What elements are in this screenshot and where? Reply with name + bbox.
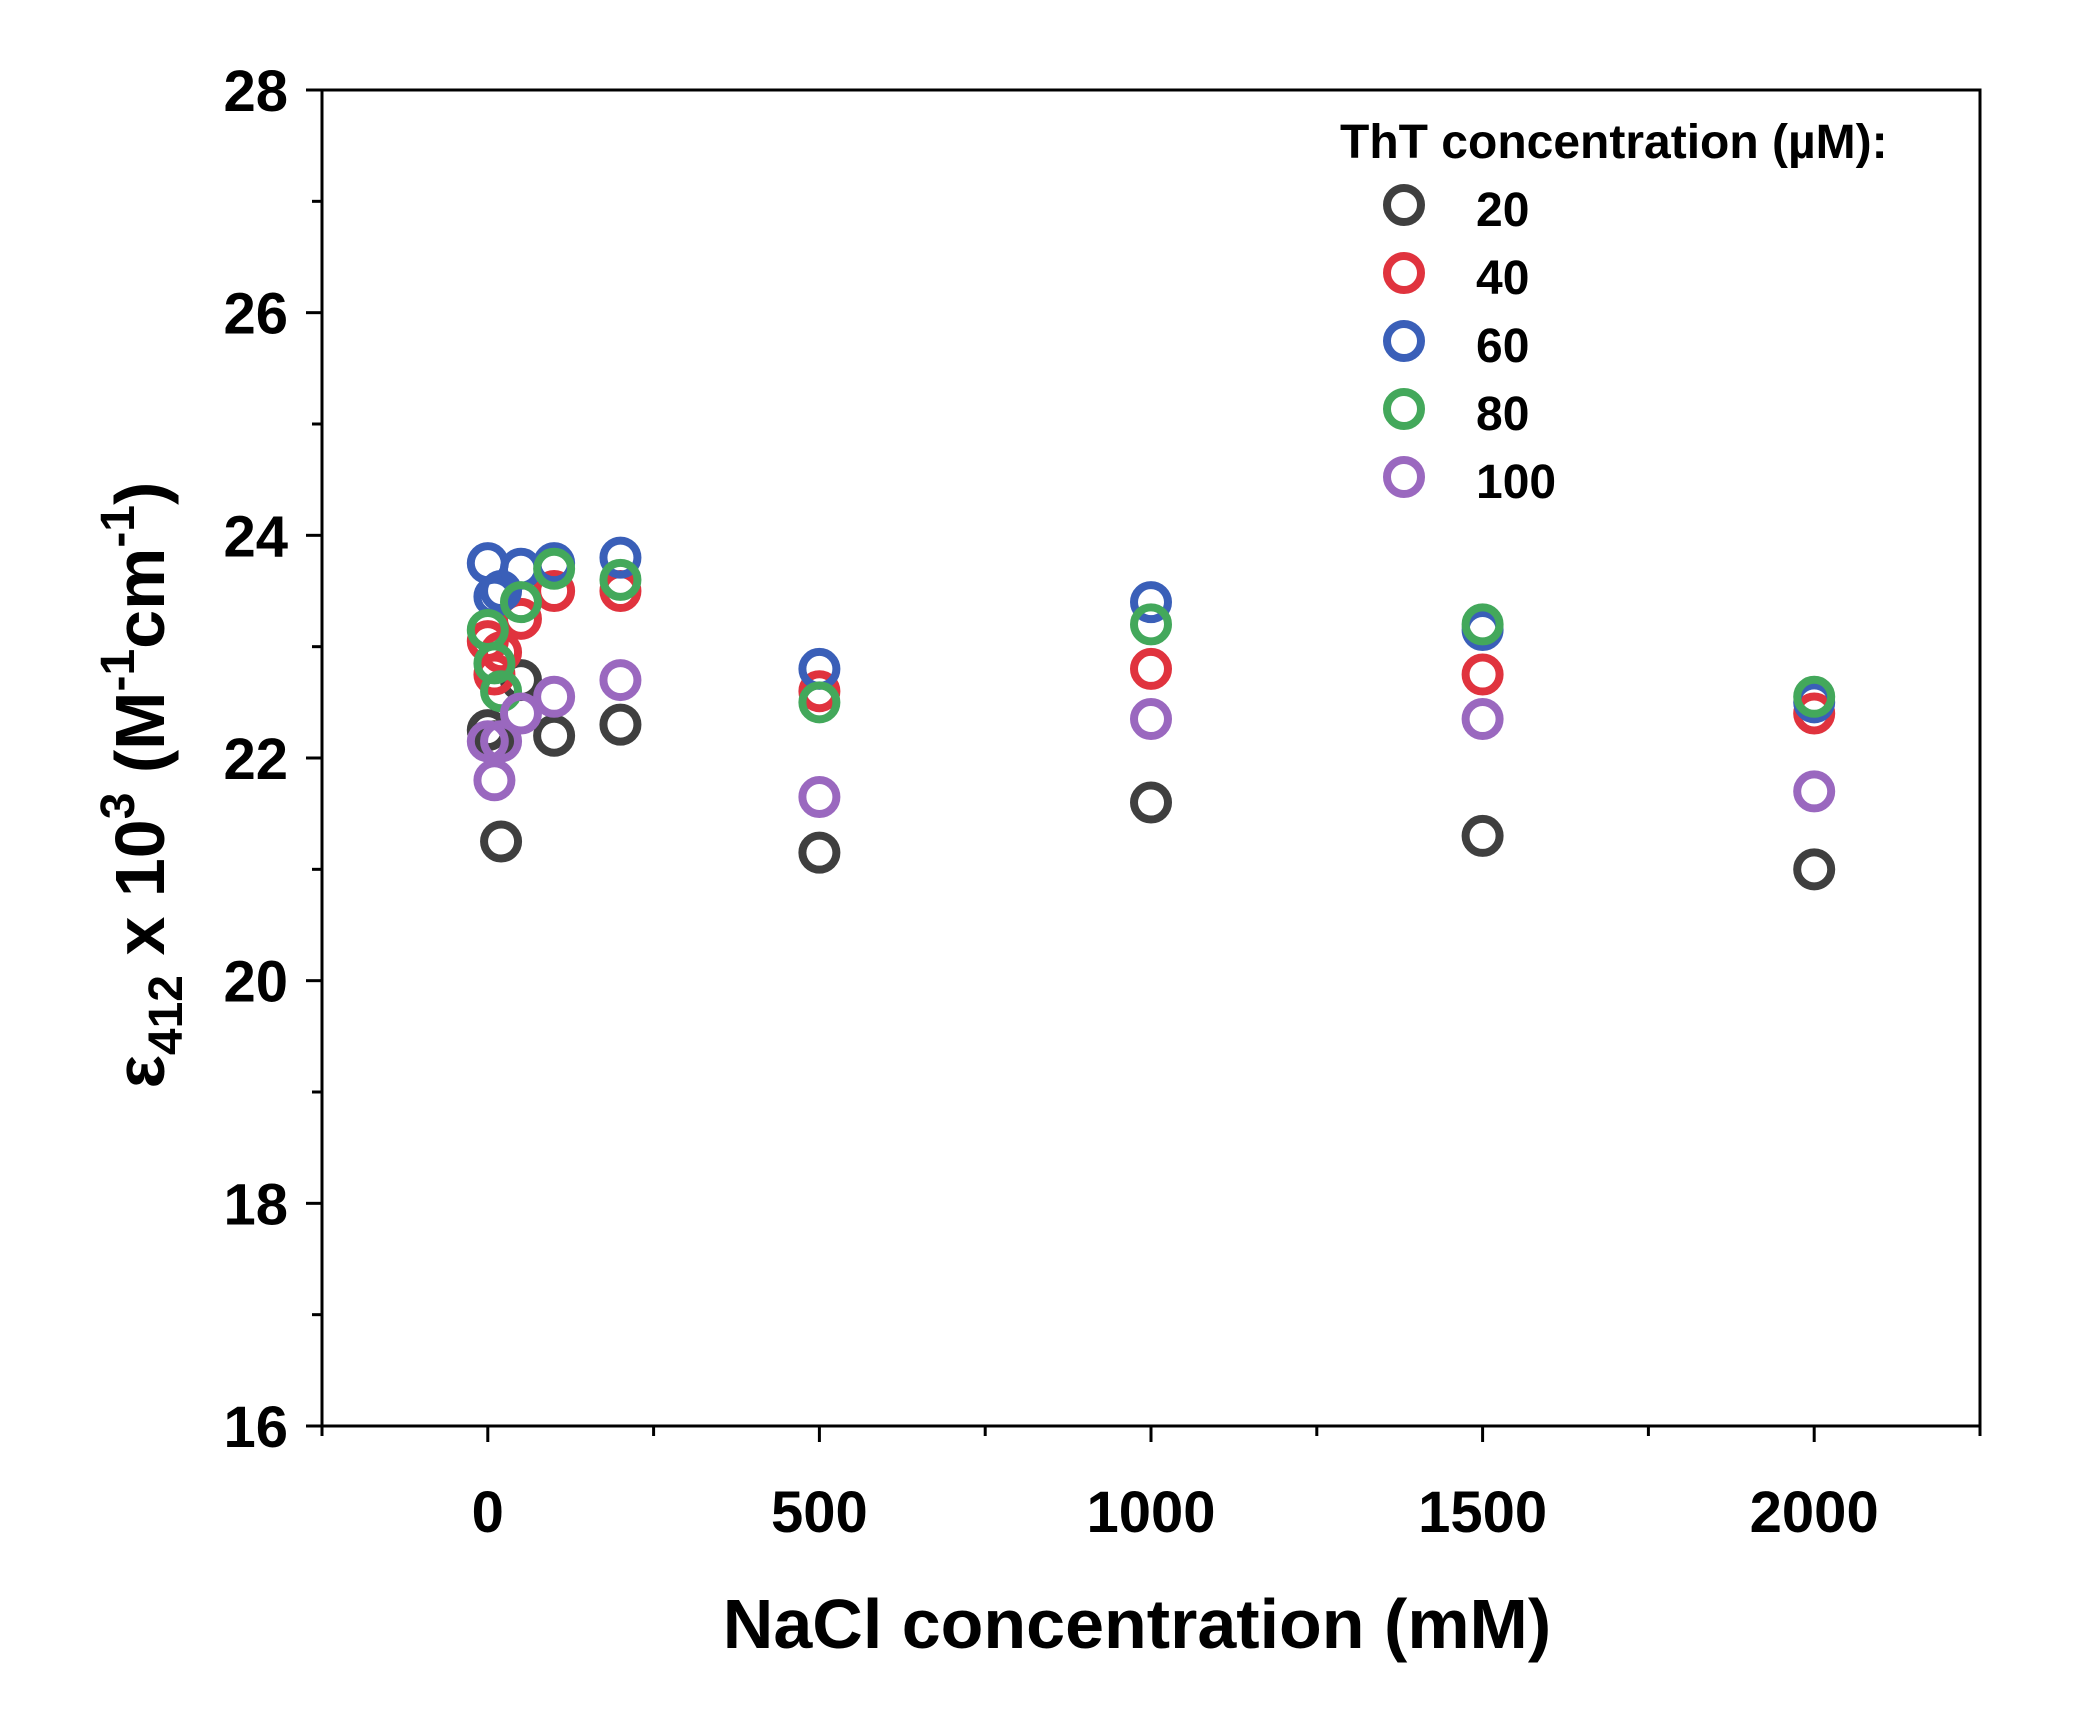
- data-point: [1461, 814, 1504, 857]
- y-tick-labels: 16 18 20 22 24 26 28: [223, 59, 288, 1460]
- data-point: [1130, 698, 1172, 741]
- legend-marker: [1383, 252, 1425, 294]
- y-title-multiplier: x 10: [101, 819, 179, 975]
- y-title-exponent: 3: [92, 793, 145, 820]
- svg-text:ε412 x 103 (M-1cm-1): ε412 x 103 (M-1cm-1): [92, 482, 193, 1089]
- data-point: [473, 759, 516, 802]
- data-point: [798, 775, 841, 818]
- data-point: [499, 692, 542, 735]
- data-point: [599, 703, 642, 746]
- data-point: [1461, 653, 1504, 696]
- y-title-unit-close: ): [101, 482, 179, 505]
- legend-marker: [1383, 320, 1425, 362]
- minor-ticks: [312, 199, 1982, 1436]
- data-point: [1793, 848, 1836, 891]
- data-point: [480, 820, 523, 863]
- data-point: [599, 558, 642, 601]
- data-point: [599, 536, 642, 579]
- x-tick-label: 1500: [1418, 1480, 1547, 1545]
- series-100: [466, 659, 1836, 818]
- y-tick-label: 28: [223, 59, 288, 124]
- y-tick-label: 26: [223, 282, 288, 347]
- series-20: [466, 659, 1836, 891]
- data-point: [499, 581, 542, 624]
- legend-marker: [1383, 388, 1425, 430]
- data-point: [1130, 603, 1172, 646]
- data-point: [599, 659, 642, 702]
- y-tick-label: 20: [223, 950, 288, 1015]
- data-point: [1793, 675, 1836, 718]
- y-title-unit-open: (M: [101, 692, 179, 793]
- y-tick-label: 16: [223, 1395, 288, 1460]
- legend: ThT concentration (µM): 20 40 60 80 100: [1340, 116, 1888, 509]
- x-tick-label: 500: [771, 1480, 868, 1545]
- data-point: [1793, 770, 1836, 813]
- legend-label: 40: [1476, 252, 1529, 305]
- y-tick-label: 24: [223, 504, 288, 569]
- data-point: [1130, 781, 1172, 824]
- series-80: [466, 547, 1836, 724]
- x-axis-title: NaCl concentration (mM): [723, 1585, 1551, 1663]
- data-point: [466, 720, 509, 763]
- data-point: [798, 681, 841, 724]
- data-point: [533, 675, 576, 718]
- data-points: [466, 536, 1836, 891]
- y-title-unit-sup2: -1: [92, 505, 145, 548]
- data-point: [1130, 581, 1172, 624]
- data-point: [473, 642, 516, 685]
- y-title-unit-sup1: -1: [92, 649, 145, 692]
- legend-title: ThT concentration (µM):: [1340, 116, 1888, 169]
- x-tick-label: 2000: [1750, 1480, 1879, 1545]
- legend-label: 20: [1476, 184, 1529, 237]
- data-point: [533, 547, 576, 590]
- legend-entries: 20 40 60 80 100: [1383, 184, 1556, 509]
- data-point: [1461, 698, 1504, 741]
- data-point: [1461, 603, 1504, 646]
- y-axis-title: ε412 x 103 (M-1cm-1): [92, 482, 193, 1089]
- x-tick-labels: 0 500 1000 1500 2000: [472, 1480, 1879, 1545]
- legend-marker: [1383, 184, 1425, 226]
- legend-entry-80: 80: [1383, 388, 1529, 441]
- legend-label: 100: [1476, 456, 1556, 509]
- legend-entry-40: 40: [1383, 252, 1529, 305]
- data-point: [798, 831, 841, 874]
- major-ticks: [306, 88, 1816, 1442]
- data-point: [1130, 647, 1172, 690]
- legend-label: 60: [1476, 320, 1529, 373]
- x-tick-label: 0: [472, 1480, 504, 1545]
- y-title-subscript: 412: [140, 975, 193, 1055]
- legend-marker: [1383, 456, 1425, 498]
- legend-entry-20: 20: [1383, 184, 1529, 237]
- y-tick-label: 22: [223, 727, 288, 792]
- legend-label: 80: [1476, 388, 1529, 441]
- legend-entry-60: 60: [1383, 320, 1529, 373]
- y-title-unit-mid: cm: [101, 548, 179, 649]
- x-tick-label: 1000: [1086, 1480, 1215, 1545]
- data-point: [533, 714, 576, 757]
- y-tick-label: 18: [223, 1172, 288, 1237]
- legend-entry-100: 100: [1383, 456, 1556, 509]
- data-point: [480, 720, 523, 763]
- y-title-symbol: ε: [101, 1055, 179, 1088]
